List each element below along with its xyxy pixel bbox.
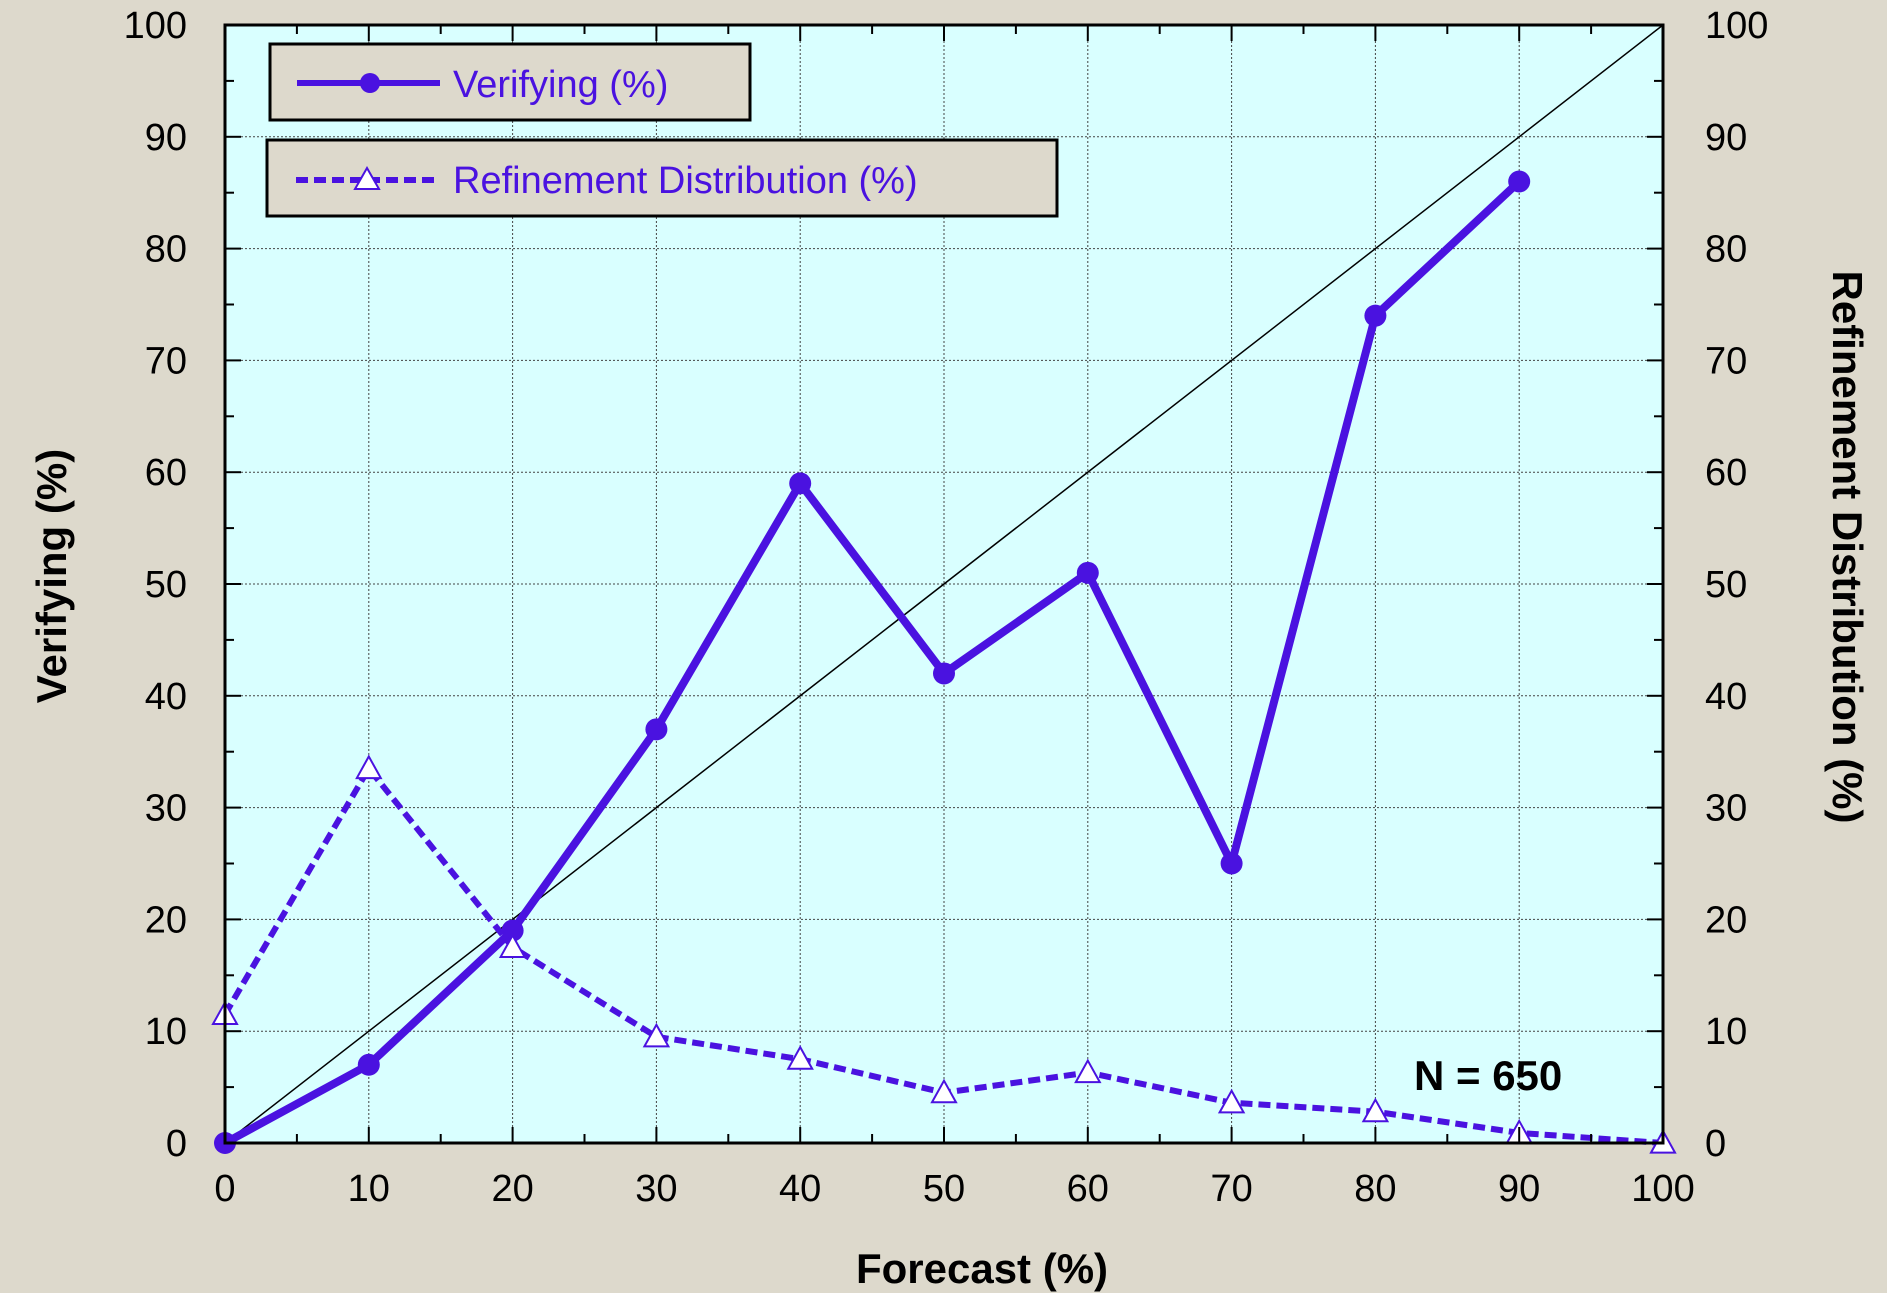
verifying-line: [223, 178, 1522, 1147]
refinement-point: [355, 754, 383, 780]
legend-box-refinement: [265, 138, 1059, 218]
verifying-point: [933, 662, 955, 685]
y-tick-label: 70: [145, 340, 187, 382]
x-tick-label: 100: [1631, 1168, 1694, 1210]
y2-tick-label: 10: [1705, 1011, 1747, 1053]
y2-tick-labels: 0 10 20 30 40 50 60 70 80 90 100: [1705, 5, 1768, 1165]
verifying-point: [501, 919, 524, 942]
diagonal-reference-line: [224, 24, 1664, 1144]
x-tick-label: 70: [1210, 1168, 1252, 1210]
y2-tick-label: 90: [1705, 117, 1747, 159]
y2-tick-label: 40: [1705, 676, 1747, 718]
y2-tick-label: 80: [1705, 229, 1747, 271]
refinement-point: [930, 1078, 958, 1104]
y2-tick-label: 60: [1705, 452, 1747, 494]
x-tick-label: 40: [779, 1168, 821, 1210]
axis-ticks: [224, 24, 1664, 1144]
y2-tick-label: 50: [1705, 564, 1747, 606]
verifying-point: [789, 472, 812, 495]
y-tick-label: 20: [145, 899, 187, 941]
y-tick-label: 60: [145, 452, 187, 494]
verifying-point: [1220, 852, 1243, 875]
y-tick-label: 80: [145, 229, 187, 271]
x-tick-labels: 0 10 20 30 40 50 60 70 80 90 100: [214, 1168, 1694, 1210]
y-tick-label: 10: [145, 1011, 187, 1053]
verifying-point: [357, 1053, 380, 1076]
y-tick-label: 100: [124, 5, 187, 47]
legend-label-refinement: Refinement Distribution (%): [453, 160, 918, 202]
x-tick-label: 80: [1354, 1168, 1396, 1210]
x-tick-label: 20: [491, 1168, 533, 1210]
verifying-point: [1364, 304, 1387, 327]
refinement-point: [1361, 1097, 1390, 1123]
y-tick-label: 0: [166, 1123, 187, 1165]
verifying-point: [1508, 170, 1531, 193]
x-axis-title: Forecast (%): [856, 1245, 1108, 1292]
refinement-point: [1217, 1088, 1246, 1114]
x-tick-label: 10: [348, 1168, 390, 1210]
y2-tick-label: 70: [1705, 340, 1747, 382]
refinement-point: [642, 1022, 671, 1048]
x-tick-label: 90: [1498, 1168, 1540, 1210]
x-tick-label: 50: [923, 1168, 965, 1210]
y-tick-label: 30: [145, 788, 187, 830]
y2-tick-label: 30: [1705, 788, 1747, 830]
y2-tick-label: 100: [1705, 5, 1768, 47]
legend-label-verifying: Verifying (%): [453, 64, 668, 106]
x-tick-label: 0: [214, 1168, 235, 1210]
y2-tick-label: 20: [1705, 899, 1747, 941]
y-tick-labels: 0 10 20 30 40 50 60 70 80 90 100: [124, 5, 187, 1165]
refinement-point: [1074, 1058, 1102, 1084]
y-axis-title: Verifying (%): [28, 449, 75, 703]
refinement-point: [498, 933, 527, 958]
verifying-point: [1076, 561, 1099, 584]
verifying-point: [645, 718, 668, 741]
legend-marker-verifying: [360, 73, 380, 93]
legend: Verifying (%) Refinement Distribution (%…: [265, 42, 1059, 218]
sample-size-annotation: N = 650: [1414, 1052, 1562, 1099]
y2-tick-label: 0: [1705, 1123, 1726, 1165]
y2-axis-title: Refinement Distribution (%): [1824, 271, 1871, 824]
x-tick-label: 30: [635, 1168, 677, 1210]
x-tick-label: 60: [1067, 1168, 1109, 1210]
y-tick-label: 50: [145, 564, 187, 606]
y-tick-label: 90: [145, 117, 187, 159]
legend-marker-refinement: [353, 165, 381, 190]
y-tick-label: 40: [145, 676, 187, 718]
refinement-point: [786, 1045, 814, 1070]
